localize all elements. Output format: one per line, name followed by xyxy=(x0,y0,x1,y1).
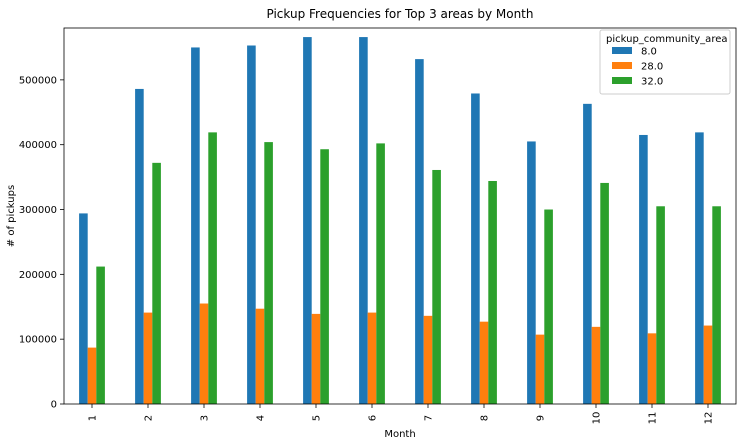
bar-28.0-month-8 xyxy=(479,321,489,404)
bar-28.0-month-10 xyxy=(591,326,601,404)
bar-8.0-month-5 xyxy=(303,37,312,404)
bar-32.0-month-3 xyxy=(208,132,217,404)
bar-32.0-month-11 xyxy=(656,206,665,404)
legend-label-8.0: 8.0 xyxy=(641,47,657,58)
bar-32.0-month-4 xyxy=(264,142,273,404)
x-tick-label: 2 xyxy=(144,415,155,421)
x-tick-label: 10 xyxy=(592,412,603,425)
x-tick-label: 9 xyxy=(536,415,547,421)
bar-32.0-month-2 xyxy=(152,162,161,404)
y-tick-label: 300000 xyxy=(19,205,57,216)
bar-28.0-month-4 xyxy=(255,308,265,404)
bar-8.0-month-6 xyxy=(359,37,368,404)
x-tick-label: 8 xyxy=(480,415,491,421)
y-tick-label: 500000 xyxy=(19,75,57,86)
bar-8.0-month-10 xyxy=(583,103,592,405)
chart-title: Pickup Frequencies for Top 3 areas by Mo… xyxy=(267,7,534,21)
bar-28.0-month-1 xyxy=(87,347,97,404)
bar-8.0-month-8 xyxy=(471,93,480,404)
legend-swatch-32.0 xyxy=(612,77,632,84)
bar-32.0-month-12 xyxy=(712,206,721,404)
bar-28.0-month-6 xyxy=(367,312,377,404)
bar-32.0-month-6 xyxy=(376,143,385,404)
legend-swatch-28.0 xyxy=(612,62,632,69)
x-tick-label: 6 xyxy=(368,415,379,421)
y-tick-label: 100000 xyxy=(19,335,57,346)
bar-32.0-month-1 xyxy=(96,266,105,404)
bar-32.0-month-8 xyxy=(488,180,497,404)
bar-32.0-month-7 xyxy=(432,169,441,404)
x-tick-label: 5 xyxy=(312,415,323,421)
bar-28.0-month-12 xyxy=(703,325,713,404)
x-tick-label: 4 xyxy=(256,415,267,421)
bar-8.0-month-7 xyxy=(415,59,424,404)
bar-8.0-month-4 xyxy=(247,45,256,404)
bar-28.0-month-11 xyxy=(647,333,657,404)
bar-8.0-month-9 xyxy=(527,141,536,404)
x-tick-label: 3 xyxy=(200,415,211,421)
bar-28.0-month-2 xyxy=(143,312,153,404)
x-tick-label: 11 xyxy=(648,412,659,425)
bar-32.0-month-5 xyxy=(320,149,329,404)
legend-title: pickup_community_area xyxy=(606,34,727,45)
y-axis-label: # of pickups xyxy=(6,185,17,247)
bar-28.0-month-7 xyxy=(423,315,433,404)
bar-8.0-month-12 xyxy=(695,132,704,404)
x-axis-label: Month xyxy=(384,429,415,440)
bar-8.0-month-11 xyxy=(639,134,648,404)
legend-box xyxy=(599,29,731,95)
bar-8.0-month-1 xyxy=(79,213,88,404)
bar-28.0-month-9 xyxy=(535,334,545,404)
legend-swatch-8.0 xyxy=(612,47,632,54)
x-tick-label: 1 xyxy=(88,415,99,421)
x-tick-label: 7 xyxy=(424,415,435,421)
y-tick-label: 0 xyxy=(51,400,57,411)
bar-8.0-month-3 xyxy=(191,47,200,405)
y-tick-label: 400000 xyxy=(19,140,57,151)
bar-28.0-month-3 xyxy=(199,303,209,404)
bar-8.0-month-2 xyxy=(135,88,144,404)
x-tick-label: 12 xyxy=(704,412,715,425)
legend: pickup_community_area 8.0 28.0 32.0 xyxy=(599,29,731,95)
legend-label-28.0: 28.0 xyxy=(641,62,663,73)
y-tick-label: 200000 xyxy=(19,270,57,281)
plot-frame xyxy=(63,27,737,405)
bar-28.0-month-5 xyxy=(311,313,321,404)
legend-label-32.0: 32.0 xyxy=(641,77,663,88)
bar-32.0-month-10 xyxy=(600,182,609,404)
bar-32.0-month-9 xyxy=(544,209,553,404)
